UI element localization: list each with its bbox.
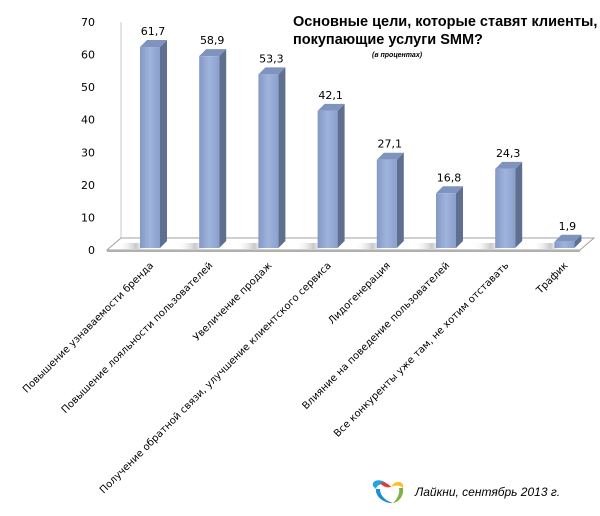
x-category-label: Получение обратной связи, улучшение клие… [98, 260, 334, 496]
value-label: 53,3 [259, 52, 284, 65]
value-label: 42,1 [318, 89, 343, 102]
chart-subtitle: (в процентах) [372, 52, 423, 59]
bar [354, 152, 404, 249]
value-label: 16,8 [437, 171, 462, 184]
bar [295, 103, 345, 249]
x-category-label: Повышение узнаваемости бренда [21, 260, 156, 395]
bar [118, 40, 167, 249]
bar [236, 67, 286, 249]
y-tick-label: 0 [88, 244, 95, 257]
value-labels: 61,7 58,9 53,3 42,1 27,1 16,8 24,3 1,9 [141, 25, 576, 233]
chart-title-line-1: Основные цели, которые ставят клиенты, [293, 14, 598, 30]
bar [414, 186, 463, 249]
y-tick-label: 50 [81, 81, 95, 94]
x-category-label: Трафик [534, 260, 571, 297]
y-tick-label: 70 [81, 16, 95, 29]
footer-credit: Лайкни, сентябрь 2013 г. [369, 477, 560, 507]
y-tick-label: 30 [81, 146, 95, 159]
y-tick-label: 10 [81, 211, 95, 224]
bar [532, 234, 582, 249]
bar [473, 161, 523, 249]
x-category-label: Лидогенерация [326, 260, 392, 326]
value-label: 61,7 [141, 25, 166, 38]
axes: 0 10 20 30 40 50 60 70 [81, 16, 596, 257]
value-label: 1,9 [559, 220, 577, 233]
value-label: 27,1 [378, 138, 403, 151]
chart-title-line-2: покупающие услуги SMM? [293, 32, 483, 48]
y-tick-label: 40 [81, 114, 95, 127]
laikni-heart-logo-icon [372, 480, 404, 504]
y-tick-label: 60 [81, 49, 95, 62]
value-label: 58,9 [200, 34, 225, 47]
value-label: 24,3 [496, 147, 521, 160]
bars [118, 40, 582, 249]
footer-text: Лайкни, сентябрь 2013 г. [415, 485, 561, 499]
y-tick-label: 20 [81, 179, 95, 192]
chart-title: Основные цели, которые ставят клиенты, п… [293, 13, 597, 49]
bar [177, 49, 227, 249]
